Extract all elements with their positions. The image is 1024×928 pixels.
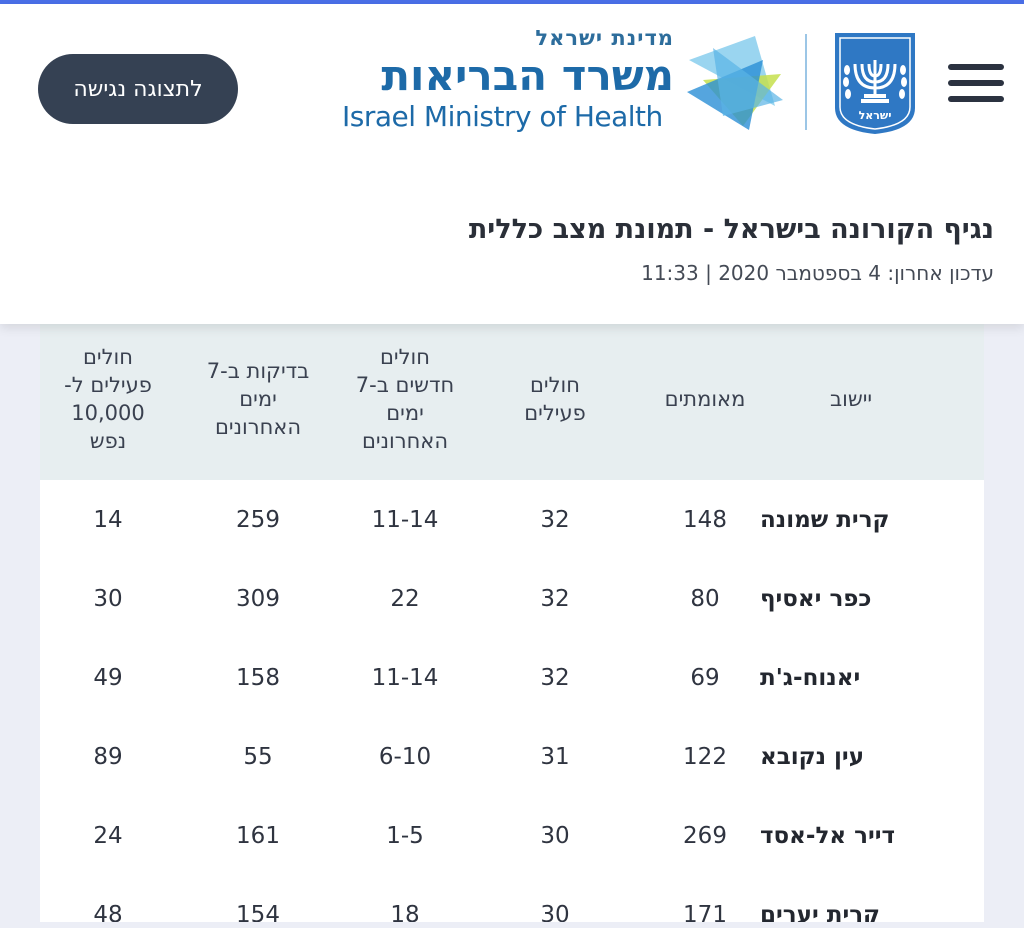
cell-new-7d: 11-14: [371, 506, 439, 533]
page-title: נגיף הקורונה בישראל - תמונת מצב כללית: [468, 214, 994, 245]
ministry-star-icon: [687, 36, 783, 130]
column-header-city: יישוב: [830, 387, 873, 411]
cell-confirmed: 148: [683, 506, 727, 533]
cell-confirmed: 171: [683, 901, 727, 923]
cell-active: 32: [540, 506, 570, 533]
menu-bar-3: [948, 96, 1004, 102]
cell-tests-7d: 161: [236, 822, 280, 849]
cell-new-7d: 22: [390, 585, 420, 612]
cell-confirmed: 80: [690, 585, 720, 612]
top-accent-line: [0, 0, 1024, 4]
ministry-name-he: משרד הבריאות: [381, 51, 674, 100]
table-row: דייר אל-אסד 269 30 1-5 161 24: [40, 796, 984, 875]
table-header: יישוב מאומתים חולים פעילים חולים חדשים ב…: [40, 318, 984, 480]
site-header: ישראל מדינת ישראל משרד הבריאות Israel Mi…: [0, 4, 1024, 324]
emblem-text: ישראל: [859, 109, 892, 122]
column-header-tests-7d: בדיקות ב-7 ימים האחרונים: [206, 359, 310, 439]
menu-bar-2: [948, 80, 1004, 86]
cell-active-per-10k: 48: [93, 901, 123, 923]
accessibility-view-button[interactable]: לתצוגה נגישה: [38, 54, 238, 124]
cities-table: יישוב מאומתים חולים פעילים חולים חדשים ב…: [40, 318, 984, 922]
menu-icon[interactable]: [948, 62, 1006, 108]
cell-new-7d: 6-10: [378, 743, 432, 770]
cell-active-per-10k: 89: [93, 743, 123, 770]
cell-active: 32: [540, 664, 570, 691]
cell-confirmed: 269: [683, 822, 727, 849]
column-header-new-7d: חולים חדשים ב-7 ימים האחרונים: [355, 345, 455, 453]
cell-tests-7d: 309: [236, 585, 280, 612]
column-header-active: חולים פעילים: [524, 373, 586, 425]
cell-active: 30: [540, 901, 570, 923]
cell-city: יאנוח-ג'ת: [760, 664, 861, 691]
table-row: עין נקובא 122 31 6-10 55 89: [40, 717, 984, 796]
cell-city: דייר אל-אסד: [760, 822, 896, 849]
cell-city: עין נקובא: [760, 743, 865, 770]
table-row: כפר יאסיף 80 32 22 309 30: [40, 559, 984, 638]
cell-confirmed: 69: [690, 664, 720, 691]
cell-city: קרית שמונה: [760, 506, 890, 533]
menu-bar-1: [948, 64, 1004, 70]
state-emblem-icon: ישראל: [835, 33, 915, 134]
cell-tests-7d: 154: [236, 901, 280, 923]
cell-confirmed: 122: [683, 743, 727, 770]
state-text: מדינת ישראל: [535, 26, 674, 50]
cell-city: קרית יערים: [760, 901, 880, 923]
cell-city: כפר יאסיף: [760, 585, 872, 612]
cell-active-per-10k: 49: [93, 664, 123, 691]
table-row: קרית שמונה 148 32 11-14 259 14: [40, 480, 984, 559]
cell-active: 31: [540, 743, 570, 770]
last-updated: עדכון אחרון: 4 בספטמבר 2020 | 11:33: [641, 261, 994, 285]
cell-active-per-10k: 14: [93, 506, 123, 533]
cell-active-per-10k: 24: [93, 822, 123, 849]
cell-new-7d: 11-14: [371, 664, 439, 691]
logo-divider: [805, 34, 807, 130]
cell-tests-7d: 158: [236, 664, 280, 691]
table-row: קרית יערים 171 30 18 154 48: [40, 875, 984, 923]
cell-new-7d: 18: [390, 901, 420, 923]
cell-tests-7d: 259: [236, 506, 280, 533]
table-row: יאנוח-ג'ת 69 32 11-14 158 49: [40, 638, 984, 717]
column-header-confirmed: מאומתים: [664, 387, 746, 411]
cell-active: 32: [540, 585, 570, 612]
cell-active-per-10k: 30: [93, 585, 123, 612]
ministry-name-en: Israel Ministry of Health: [342, 100, 663, 133]
cell-active: 30: [540, 822, 570, 849]
column-header-active-per-10k: חולים פעילים ל- 10,000 נפש: [64, 345, 152, 453]
cell-tests-7d: 55: [243, 743, 273, 770]
cell-new-7d: 1-5: [386, 822, 424, 849]
